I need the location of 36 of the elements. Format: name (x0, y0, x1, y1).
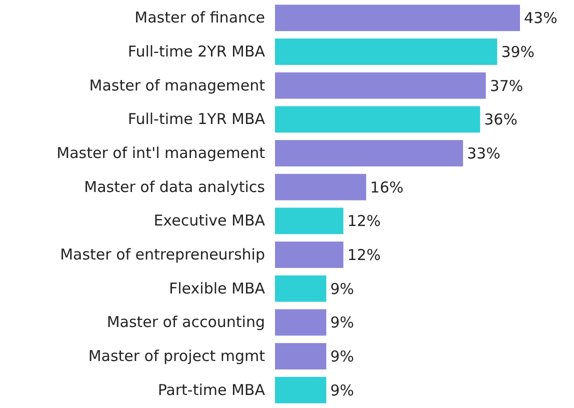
y-tick-label: Master of int'l management (56, 144, 266, 162)
bar (275, 376, 326, 404)
data-label: 39% (501, 42, 535, 61)
bar (275, 208, 344, 234)
data-label: 9% (330, 348, 354, 366)
bar (275, 275, 326, 302)
data-label: 12% (347, 212, 381, 230)
bar (275, 242, 344, 268)
y-tick-label: Master of data analytics (84, 178, 266, 196)
data-label: 12% (347, 246, 381, 264)
bar (275, 38, 498, 65)
y-tick-label: Master of project mgmt (88, 347, 266, 366)
bar (275, 174, 366, 200)
y-tick-label: Master of finance (134, 8, 265, 27)
y-tick-label: Full-time 2YR MBA (128, 42, 266, 61)
y-tick-label: Flexible MBA (169, 279, 266, 298)
bar (275, 72, 486, 99)
y-tick-label: Master of entrepreneurship (60, 246, 265, 264)
data-label: 16% (370, 178, 404, 196)
bar (275, 140, 464, 166)
data-label: 9% (330, 314, 354, 332)
y-tick-label: Part-time MBA (158, 380, 266, 399)
y-tick-label: Executive MBA (154, 212, 266, 230)
bar (275, 106, 480, 133)
data-label: 43% (524, 9, 558, 28)
y-tick-label: Full-time 1YR MBA (128, 110, 266, 128)
bar (275, 4, 520, 32)
data-label: 33% (467, 144, 500, 162)
data-label: 36% (484, 110, 518, 129)
data-label: 9% (330, 381, 354, 400)
y-tick-label: Master of accounting (106, 313, 265, 332)
bar (275, 309, 326, 336)
data-label: 37% (490, 76, 524, 95)
data-label: 9% (330, 280, 354, 298)
y-tick-label: Master of management (89, 76, 266, 94)
bar (275, 343, 326, 370)
